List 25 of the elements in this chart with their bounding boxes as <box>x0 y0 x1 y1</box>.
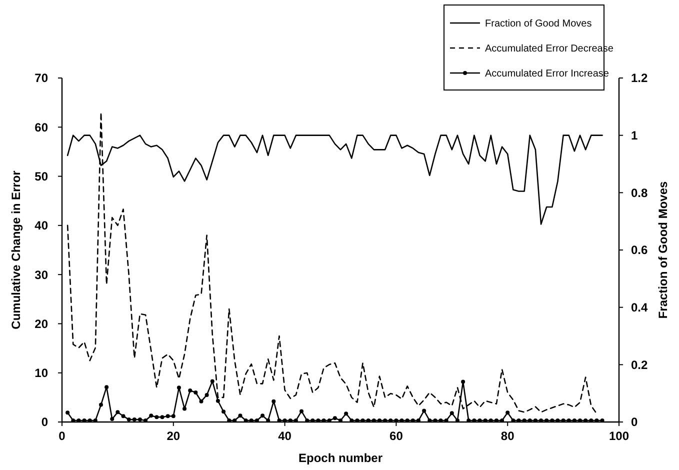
y2-tick-label: 0.8 <box>631 186 648 200</box>
x-tick-label: 60 <box>390 429 404 443</box>
x-tick-label: 40 <box>278 429 292 443</box>
y2-tick-label: 0.4 <box>631 300 648 315</box>
y-tick-label: 60 <box>34 120 48 134</box>
x-tick-label: 100 <box>608 429 630 443</box>
x-axis-title: Epoch number <box>298 451 383 465</box>
x-tick-label: 80 <box>500 429 515 443</box>
y-tick-label: 40 <box>34 218 48 233</box>
y2-tick-label: 1.2 <box>631 71 648 86</box>
y-tick-label: 10 <box>34 366 48 380</box>
y-tick-label: 20 <box>34 316 48 331</box>
y-tick-label: 30 <box>34 268 48 282</box>
y-tick-label: 50 <box>34 169 48 184</box>
y-tick-label: 0 <box>41 415 48 430</box>
y2-tick-label: 1 <box>631 128 638 143</box>
x-tick-label: 20 <box>166 429 180 443</box>
y2-tick-label: 0.6 <box>631 243 648 258</box>
y2-axis-title: Fraction of Good Moves <box>656 181 670 319</box>
y2-tick-label: 0.2 <box>631 358 648 372</box>
y2-tick-label: 0 <box>631 415 638 430</box>
x-tick-label: 0 <box>58 429 66 443</box>
y-axis-title: Cumulative Change in Error <box>9 170 23 330</box>
y-tick-label: 70 <box>34 71 48 86</box>
legend-label: Fraction of Good Moves <box>485 18 592 30</box>
